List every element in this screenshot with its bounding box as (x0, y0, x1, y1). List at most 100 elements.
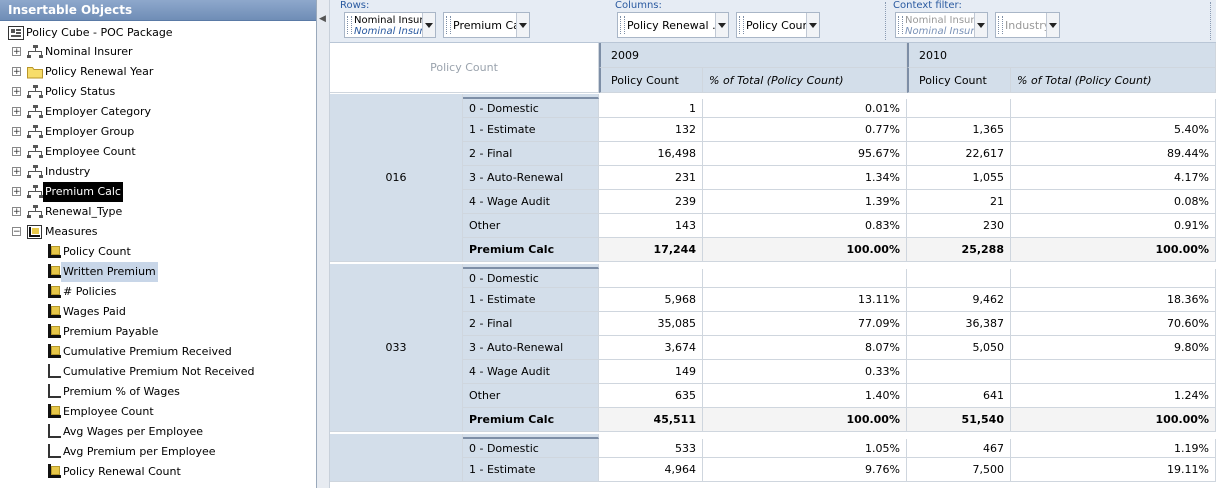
measure-item--policies[interactable]: # Policies (0, 282, 300, 302)
measure-item-avg-premium-per-employee[interactable]: Avg Premium per Employee (0, 442, 300, 462)
row-label[interactable]: Premium Calc (463, 408, 599, 432)
row-label[interactable]: 0 - Domestic (463, 269, 599, 288)
panel-splitter[interactable]: ◀ (317, 0, 330, 488)
grip-icon[interactable] (446, 16, 451, 34)
group-header[interactable]: 033 (330, 264, 463, 432)
expand-icon[interactable]: + (12, 187, 21, 197)
measure-item-premium-of-wages[interactable]: Premium % of Wages (0, 382, 300, 402)
grip-icon[interactable] (347, 16, 352, 34)
chevron-down-icon[interactable] (516, 13, 529, 37)
chevron-down-icon[interactable] (974, 13, 987, 37)
row-label[interactable]: 1 - Estimate (463, 118, 599, 142)
tree-item-employee-count[interactable]: + Employee Count (0, 142, 300, 162)
value-cell: 149 (599, 360, 703, 384)
row-label[interactable]: 2 - Final (463, 142, 599, 166)
grip-icon[interactable] (998, 16, 1003, 34)
measure-item-cumulative-premium-not-received[interactable]: Cumulative Premium Not Received (0, 362, 300, 382)
chevron-down-icon[interactable] (422, 13, 435, 37)
value-cell: 3,674 (599, 336, 703, 360)
rows-chip-nominal-insurer[interactable]: Nominal Insurer Nominal Insurer (344, 12, 436, 38)
row-label[interactable]: 4 - Wage Audit (463, 190, 599, 214)
value-cell: 1,055 (907, 166, 1011, 190)
value-cell: 1.34% (703, 166, 907, 190)
grip-icon[interactable] (739, 16, 744, 34)
value-cell: 100.00% (703, 238, 907, 262)
grip-icon[interactable] (620, 16, 625, 34)
measure-header[interactable]: % of Total (Policy Count) (703, 68, 907, 93)
tree-label: Industry (45, 165, 91, 178)
expand-icon[interactable]: + (12, 127, 21, 137)
columns-chip-policy-count[interactable]: Policy Count (736, 12, 820, 38)
row-label[interactable]: 3 - Auto-Renewal (463, 166, 599, 190)
tree-label: Renewal_Type (45, 205, 123, 218)
tree-item-industry[interactable]: + Industry (0, 162, 300, 182)
context-chip-industry[interactable]: Industry (995, 12, 1060, 38)
tree-item-premium-calc[interactable]: + Premium Calc (0, 182, 300, 202)
measure-header[interactable]: % of Total (Policy Count) (1011, 68, 1216, 93)
expand-icon[interactable]: + (12, 147, 21, 157)
row-label[interactable]: 1 - Estimate (463, 288, 599, 312)
chevron-down-icon[interactable] (806, 13, 819, 37)
tree-item-employer-group[interactable]: + Employer Group (0, 122, 300, 142)
value-cell: 533 (599, 439, 703, 458)
columns-label: Columns: (615, 0, 662, 11)
measure-item-policy-count[interactable]: Policy Count (0, 242, 300, 262)
value-cell: 45,511 (599, 408, 703, 432)
tree-item-measures[interactable]: − Measures (0, 222, 300, 242)
row-label[interactable]: Other (463, 214, 599, 238)
row-label[interactable]: 3 - Auto-Renewal (463, 336, 599, 360)
value-cell: 1.39% (703, 190, 907, 214)
group-separator (463, 434, 599, 439)
value-cell: 95.67% (703, 142, 907, 166)
rows-chip-premium-calc[interactable]: Premium Calc (443, 12, 530, 38)
grip-icon[interactable] (898, 16, 903, 34)
row-label[interactable]: Other (463, 384, 599, 408)
tree-item-employer-category[interactable]: + Employer Category (0, 102, 300, 122)
year-header[interactable]: 2009 (599, 43, 907, 68)
expand-icon[interactable]: + (12, 107, 21, 117)
columns-chip-policy-renewal[interactable]: Policy Renewal ... (617, 12, 729, 38)
row-label[interactable]: 0 - Domestic (463, 439, 599, 458)
tree-item-nominal-insurer[interactable]: + Nominal Insurer (0, 42, 300, 62)
measure-header[interactable]: Policy Count (599, 68, 703, 93)
value-cell: 8.07% (703, 336, 907, 360)
chevron-down-icon[interactable] (1046, 13, 1059, 37)
tree-item-policy-renewal-year[interactable]: + Policy Renewal Year (0, 62, 300, 82)
value-cell: 100.00% (703, 408, 907, 432)
measure-item-cumulative-premium-received[interactable]: Cumulative Premium Received (0, 342, 300, 362)
tree-label: Policy Renewal Count (63, 465, 181, 478)
tree-label: Policy Cube - POC Package (26, 26, 173, 39)
row-label[interactable]: Premium Calc (463, 238, 599, 262)
measure-item-avg-wages-per-employee[interactable]: Avg Wages per Employee (0, 422, 300, 442)
tree-item-renewal-type[interactable]: + Renewal_Type (0, 202, 300, 222)
expand-icon[interactable]: + (12, 47, 21, 57)
chevron-down-icon[interactable] (715, 13, 728, 37)
row-label[interactable]: 1 - Estimate (463, 458, 599, 482)
row-label[interactable]: 2 - Final (463, 312, 599, 336)
year-header[interactable]: 2010 (907, 43, 1216, 68)
measure-item-premium-payable[interactable]: Premium Payable (0, 322, 300, 342)
tree-item-policy-status[interactable]: + Policy Status (0, 82, 300, 102)
measure-item-wages-paid[interactable]: Wages Paid (0, 302, 300, 322)
value-cell: 1,365 (907, 118, 1011, 142)
measure-item-policy-renewal-count[interactable]: Policy Renewal Count (0, 462, 300, 482)
tree-label: Employer Category (45, 105, 151, 118)
expand-icon[interactable]: + (12, 167, 21, 177)
measure-item-written-premium[interactable]: Written Premium (0, 262, 300, 282)
group-header[interactable]: 016 (330, 94, 463, 262)
group-header[interactable] (330, 434, 463, 482)
measure-header[interactable]: Policy Count (907, 68, 1011, 93)
expand-icon[interactable]: + (12, 67, 21, 77)
row-label[interactable]: 0 - Domestic (463, 99, 599, 118)
measure-icon (47, 404, 61, 419)
tree-root-package[interactable]: Policy Cube - POC Package (0, 23, 300, 43)
collapse-arrow-icon[interactable]: ◀ (319, 14, 326, 24)
expand-icon[interactable]: + (12, 207, 21, 217)
expand-icon[interactable]: + (12, 87, 21, 97)
measure-item-employee-count[interactable]: Employee Count (0, 402, 300, 422)
row-label[interactable]: 4 - Wage Audit (463, 360, 599, 384)
collapse-icon[interactable]: − (12, 227, 21, 237)
value-cell: 100.00% (1011, 408, 1216, 432)
dimension-icon (27, 125, 43, 139)
context-chip-nominal-insurer[interactable]: Nominal Insurer Nominal Insurer (895, 12, 988, 38)
